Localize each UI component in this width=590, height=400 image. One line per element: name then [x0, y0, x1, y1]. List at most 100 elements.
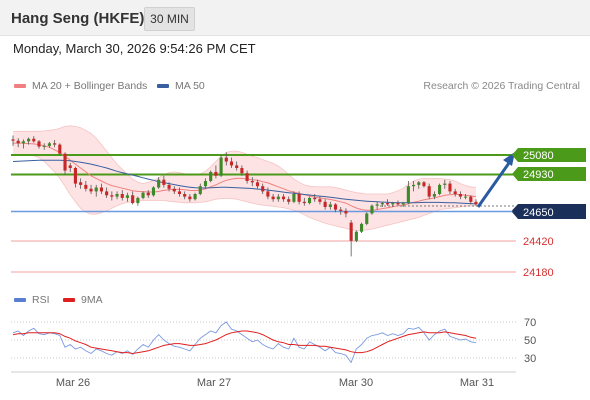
candle-up [47, 143, 51, 146]
interval-button[interactable]: 30 MIN [144, 7, 195, 31]
candle-up [198, 186, 202, 194]
candle-down [53, 143, 57, 145]
candle-down [323, 201, 327, 207]
resistance-label-pointer [512, 167, 518, 181]
forecast-arrow-head [503, 152, 515, 166]
candle-down [240, 168, 244, 174]
candle-down [68, 165, 72, 168]
candle-up [94, 187, 98, 192]
candle-up [125, 195, 130, 198]
candle-down [11, 139, 15, 141]
candle-down [63, 153, 67, 171]
candle-down [422, 182, 426, 187]
candle-up [42, 145, 46, 147]
candle-down [271, 196, 275, 200]
timestamp: Monday, March 30, 2026 9:54:26 PM CET [13, 41, 256, 56]
ma50-swatch [157, 84, 169, 88]
candle-down [386, 203, 390, 205]
candle-down [131, 195, 135, 204]
candle-down [146, 192, 150, 196]
pivot-label-text: 24650 [523, 207, 554, 219]
candle-down [349, 222, 353, 241]
rsi-label: RSI [32, 294, 50, 306]
candle-down [110, 195, 114, 197]
legend-rsi-ma: 9MA [63, 294, 103, 306]
rsi-line [12, 321, 477, 364]
candle-down [37, 141, 41, 147]
candle-up [151, 187, 156, 196]
candle-down [73, 168, 77, 184]
support-label: 24420 [523, 236, 554, 248]
candle-down [120, 194, 124, 198]
candle-up [115, 194, 119, 197]
candle-up [412, 184, 416, 187]
pivot-label: 24650 [512, 205, 586, 219]
resistance-label-text: 25080 [523, 150, 554, 162]
candle-down [99, 187, 103, 192]
candle-up [21, 141, 25, 144]
candle-down [448, 183, 452, 192]
copyright-text: Research © 2026 Trading Central [423, 80, 580, 92]
ma20-line [12, 142, 477, 211]
candle-down [250, 181, 254, 183]
legend-ma50: MA 50 [157, 80, 205, 92]
ma50-line [12, 159, 477, 205]
bollinger-bands [12, 125, 477, 231]
candle-up [443, 183, 447, 185]
candle-down [261, 186, 265, 192]
support-label-text: 24420 [523, 236, 554, 248]
ma20-swatch [14, 84, 26, 88]
candle-up [365, 213, 369, 224]
rsi-tick-label: 30 [524, 353, 536, 365]
ma20-label: MA 20 + Bollinger Bands [32, 80, 148, 92]
x-tick-label: Mar 27 [197, 377, 231, 389]
candle-down [287, 199, 291, 202]
support-label: 24180 [523, 267, 554, 279]
legend-rsi: RSI [14, 294, 50, 306]
candle-down [344, 210, 348, 214]
candle-up [380, 203, 384, 205]
resistance-label: 24930 [512, 167, 586, 181]
candle-up [141, 192, 145, 198]
candle-down [84, 184, 88, 189]
candle-down [183, 194, 187, 197]
candle-up [328, 204, 332, 207]
x-axis: Mar 26 Mar 27 Mar 30 Mar 31 [56, 377, 494, 389]
candle-down [177, 191, 182, 194]
rsi-panel: 70 50 30 [11, 317, 536, 365]
candle-up [354, 231, 358, 241]
candle-up [209, 171, 213, 181]
candle-down [16, 140, 20, 144]
candlesticks [11, 135, 478, 257]
pivot-label-pointer [512, 205, 518, 219]
rsi-ma-line [12, 330, 477, 355]
support-label-text: 24180 [523, 267, 554, 279]
candle-up [276, 196, 280, 200]
level-lines [11, 154, 516, 273]
resistance-label-text: 24930 [523, 169, 554, 181]
legend-ma20: MA 20 + Bollinger Bands [14, 80, 147, 92]
candle-down [224, 157, 228, 162]
candle-up [370, 205, 374, 214]
candle-down [469, 196, 473, 202]
candle-up [464, 196, 468, 198]
candle-down [297, 194, 301, 202]
candle-up [438, 184, 442, 194]
instrument-title: Hang Seng (HKFE) [11, 10, 145, 27]
candle-up [136, 197, 140, 204]
rsi-tick-label: 50 [524, 335, 536, 347]
candle-down [396, 203, 400, 205]
candle-up [219, 157, 223, 176]
candle-down [318, 199, 322, 202]
candle-up [432, 194, 436, 197]
candle-down [89, 188, 93, 192]
candle-down [58, 144, 62, 154]
resistance-label-box [518, 167, 586, 181]
candle-up [401, 203, 405, 205]
moving-averages [12, 142, 477, 211]
candle-down [427, 186, 431, 197]
pivot-label-box [518, 205, 586, 219]
candle-down [458, 194, 462, 197]
bollinger-lower-line [12, 154, 476, 231]
